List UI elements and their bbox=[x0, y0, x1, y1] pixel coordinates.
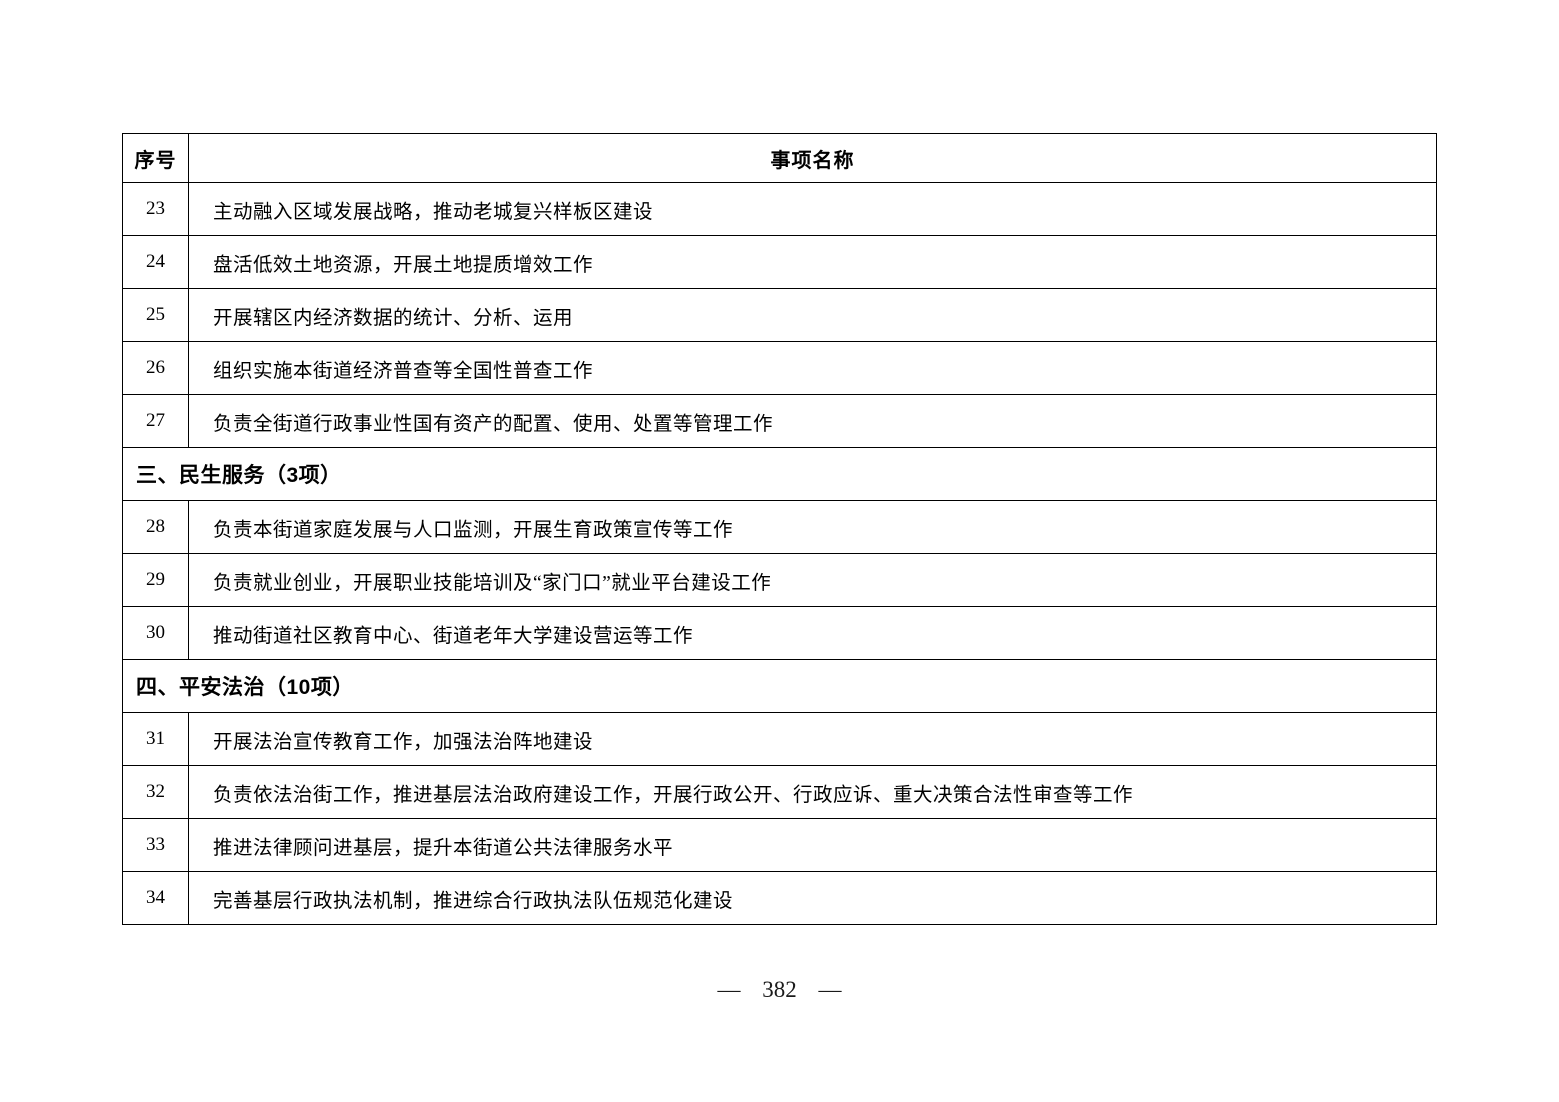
row-serial-number: 24 bbox=[122, 235, 189, 289]
table-row: 33 推进法律顾问进基层，提升本街道公共法律服务水平 bbox=[122, 818, 1437, 872]
row-serial-number: 28 bbox=[122, 500, 189, 554]
row-item-name: 负责依法治街工作，推进基层法治政府建设工作，开展行政公开、行政应诉、重大决策合法… bbox=[188, 765, 1437, 819]
row-item-name: 负责全街道行政事业性国有资产的配置、使用、处置等管理工作 bbox=[188, 394, 1437, 448]
table-row: 24 盘活低效土地资源，开展土地提质增效工作 bbox=[122, 235, 1437, 289]
table-row: 31 开展法治宣传教育工作，加强法治阵地建设 bbox=[122, 712, 1437, 766]
row-serial-number: 29 bbox=[122, 553, 189, 607]
row-item-name: 完善基层行政执法机制，推进综合行政执法队伍规范化建设 bbox=[188, 871, 1437, 925]
table-header-row: 序号 事项名称 bbox=[122, 133, 1437, 183]
row-serial-number: 34 bbox=[122, 871, 189, 925]
table-row: 30 推动街道社区教育中心、街道老年大学建设营运等工作 bbox=[122, 606, 1437, 660]
row-item-name: 推进法律顾问进基层，提升本街道公共法律服务水平 bbox=[188, 818, 1437, 872]
table-row: 23 主动融入区域发展战略，推动老城复兴样板区建设 bbox=[122, 182, 1437, 236]
column-header-item-name: 事项名称 bbox=[188, 133, 1437, 183]
section-header-row: 三、民生服务（3项） bbox=[122, 447, 1437, 501]
row-serial-number: 32 bbox=[122, 765, 189, 819]
section-header-row: 四、平安法治（10项） bbox=[122, 659, 1437, 713]
row-serial-number: 27 bbox=[122, 394, 189, 448]
row-item-name: 负责就业创业，开展职业技能培训及“家门口”就业平台建设工作 bbox=[188, 553, 1437, 607]
table-row: 26 组织实施本街道经济普查等全国性普查工作 bbox=[122, 341, 1437, 395]
row-serial-number: 31 bbox=[122, 712, 189, 766]
row-item-name: 推动街道社区教育中心、街道老年大学建设营运等工作 bbox=[188, 606, 1437, 660]
table-body: 23 主动融入区域发展战略，推动老城复兴样板区建设 24 盘活低效土地资源，开展土地提… bbox=[122, 182, 1437, 925]
table-row: 34 完善基层行政执法机制，推进综合行政执法队伍规范化建设 bbox=[122, 871, 1437, 925]
table-row: 28 负责本街道家庭发展与人口监测，开展生育政策宣传等工作 bbox=[122, 500, 1437, 554]
row-item-name: 开展辖区内经济数据的统计、分析、运用 bbox=[188, 288, 1437, 342]
row-item-name: 主动融入区域发展战略，推动老城复兴样板区建设 bbox=[188, 182, 1437, 236]
row-serial-number: 23 bbox=[122, 182, 189, 236]
page-number: — 382 — bbox=[717, 977, 842, 1002]
row-serial-number: 30 bbox=[122, 606, 189, 660]
row-item-name: 盘活低效土地资源，开展土地提质增效工作 bbox=[188, 235, 1437, 289]
table-row: 25 开展辖区内经济数据的统计、分析、运用 bbox=[122, 288, 1437, 342]
section-title: 三、民生服务（3项） bbox=[122, 447, 1437, 501]
column-header-serial-number: 序号 bbox=[122, 133, 189, 183]
row-serial-number: 25 bbox=[122, 288, 189, 342]
items-table: 序号 事项名称 23 主动融入区域发展战略，推动老城复兴样板区建设 24 盘活低效土地… bbox=[122, 133, 1437, 925]
table-row: 29 负责就业创业，开展职业技能培训及“家门口”就业平台建设工作 bbox=[122, 553, 1437, 607]
row-item-name: 负责本街道家庭发展与人口监测，开展生育政策宣传等工作 bbox=[188, 500, 1437, 554]
row-serial-number: 33 bbox=[122, 818, 189, 872]
row-serial-number: 26 bbox=[122, 341, 189, 395]
table-row: 32 负责依法治街工作，推进基层法治政府建设工作，开展行政公开、行政应诉、重大决策… bbox=[122, 765, 1437, 819]
row-item-name: 组织实施本街道经济普查等全国性普查工作 bbox=[188, 341, 1437, 395]
row-item-name: 开展法治宣传教育工作，加强法治阵地建设 bbox=[188, 712, 1437, 766]
section-title: 四、平安法治（10项） bbox=[122, 659, 1437, 713]
table-row: 27 负责全街道行政事业性国有资产的配置、使用、处置等管理工作 bbox=[122, 394, 1437, 448]
